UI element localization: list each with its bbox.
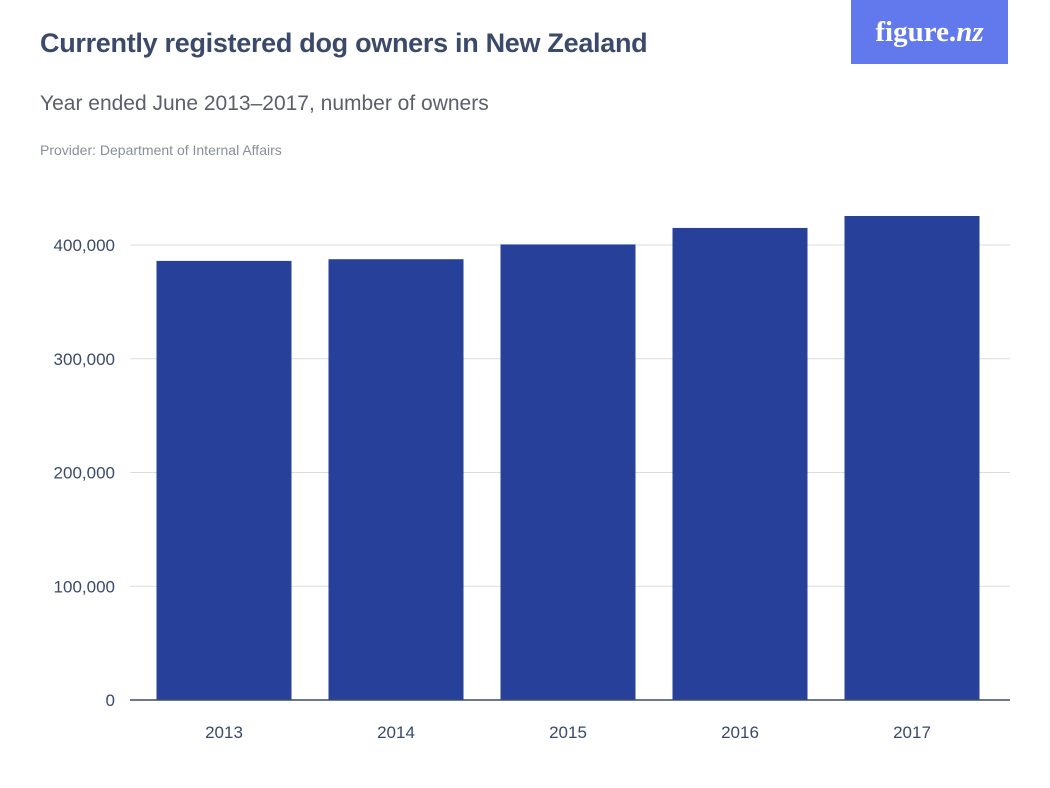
bar-2017[interactable] xyxy=(844,215,980,700)
x-tick-label: 2017 xyxy=(893,723,931,742)
provider-note: Provider: Department of Internal Affairs xyxy=(40,142,282,158)
bar-2016[interactable] xyxy=(672,227,808,700)
x-tick-label: 2014 xyxy=(377,723,415,742)
figure-nz-logo[interactable]: figure. nz xyxy=(851,0,1008,64)
y-tick-label: 400,000 xyxy=(54,236,115,255)
logo-text-main: figure. xyxy=(875,15,957,48)
x-tick-label: 2016 xyxy=(721,723,759,742)
y-tick-label: 100,000 xyxy=(54,577,115,596)
bar-2015[interactable] xyxy=(500,244,636,700)
bar-2013[interactable] xyxy=(156,260,292,700)
bars xyxy=(156,215,980,700)
axes: 0 100,000 200,000 300,000 400,000 2013 2014 201… xyxy=(54,236,1010,742)
x-tick-label: 2015 xyxy=(549,723,587,742)
chart-subtitle: Year ended June 2013–2017, number of own… xyxy=(40,92,489,115)
y-tick-label: 0 xyxy=(106,691,115,710)
logo-text-suffix: nz xyxy=(956,15,984,48)
bar-2014[interactable] xyxy=(328,259,464,700)
x-tick-label: 2013 xyxy=(205,723,243,742)
chart-title: Currently registered dog owners in New Z… xyxy=(40,28,648,58)
y-tick-label: 300,000 xyxy=(54,350,115,369)
y-tick-label: 200,000 xyxy=(54,464,115,483)
